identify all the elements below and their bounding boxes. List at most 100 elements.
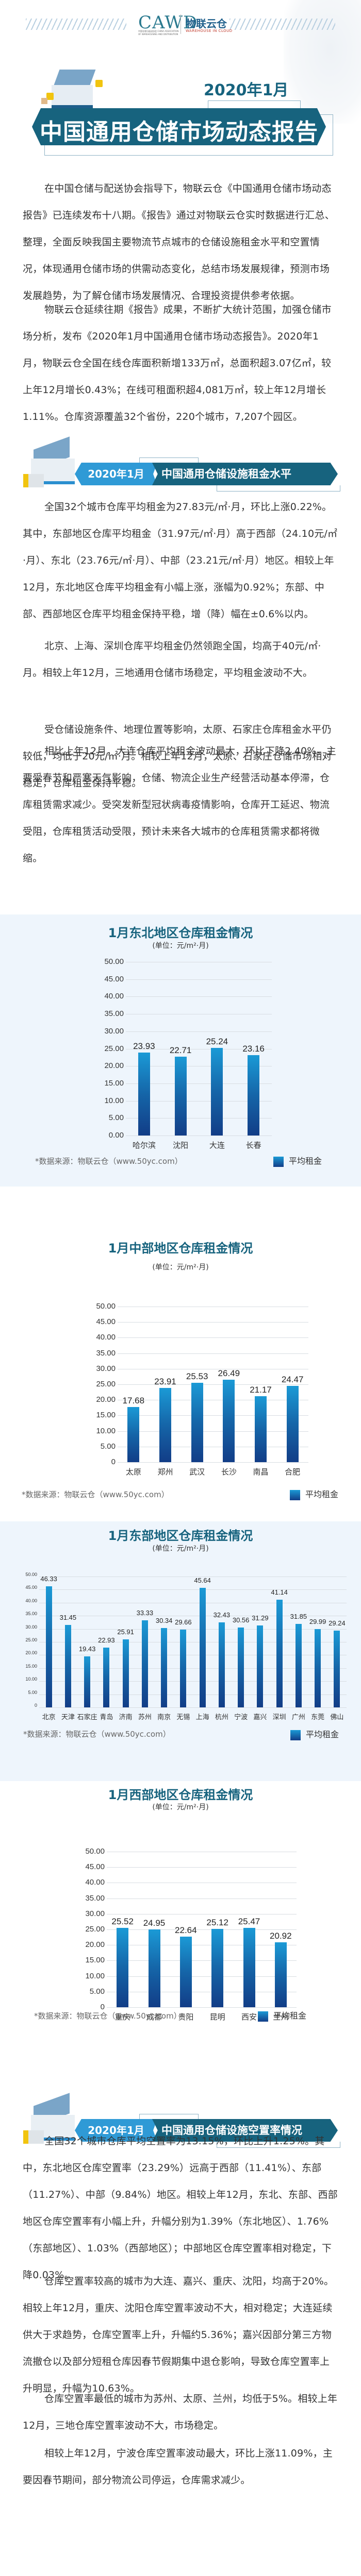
y-axis-tick: 30.00 — [25, 1624, 37, 1630]
data-source-note: *数据来源：物联云仓（www.50yc.com） — [35, 1157, 183, 1166]
decorative-hatch-left — [26, 19, 126, 30]
y-axis-tick: 15.00 — [25, 1663, 37, 1669]
legend-swatch-icon — [258, 2011, 268, 2022]
bar-value-label: 21.17 — [250, 1385, 272, 1395]
x-axis-label: 大连 — [209, 1141, 225, 1150]
gridline — [39, 1707, 347, 1708]
chart-title: 1月中部地区仓库租金情况 — [108, 1241, 253, 1256]
vacancy-paragraph-3: 仓库空置率最低的城市为苏州、太原、兰州，均低于5%。相较上年12月，三地仓库空置… — [23, 2393, 338, 2431]
bar-value-label: 29.66 — [175, 1618, 192, 1626]
section-year: 2020年1月 — [75, 463, 157, 485]
bar — [122, 1639, 129, 1707]
bar — [223, 1380, 235, 1462]
x-axis-label: 昆明 — [209, 2012, 225, 2022]
x-axis-label: 兰州 — [273, 2012, 289, 2022]
bar — [127, 1407, 140, 1462]
bar-value-label: 46.33 — [40, 1574, 57, 1583]
y-axis-tick: 30.00 — [104, 1026, 124, 1036]
gridline — [107, 1976, 297, 1977]
chart-title: 1月东部地区仓库租金情况 — [108, 1529, 253, 1543]
bar-value-label: 29.99 — [309, 1617, 326, 1625]
y-axis-tick: 40.00 — [104, 992, 124, 1001]
gridline — [39, 1694, 347, 1695]
y-axis-tick: 5.00 — [108, 1113, 124, 1123]
chart-unit: (单位：元/m²·月) — [152, 1803, 209, 1811]
bar-value-label: 41.14 — [271, 1588, 288, 1596]
cover-title: 中国通用仓储市场动态报告 — [40, 119, 318, 145]
legend-swatch-icon — [290, 1730, 301, 1740]
y-axis-tick: 20.00 — [25, 1650, 37, 1656]
gridline — [107, 1960, 297, 1961]
y-axis-tick: 35.00 — [25, 1611, 37, 1617]
x-axis-label: 佛山 — [330, 1714, 344, 1721]
bar — [274, 1942, 287, 2007]
decorative-hatch-right — [229, 19, 335, 30]
y-axis-tick: 5.00 — [100, 1442, 116, 1451]
y-axis-tick: 15.00 — [85, 1956, 105, 1965]
y-axis-tick: 50.00 — [85, 1847, 105, 1856]
chart-legend: 平均租金 — [273, 1154, 322, 1167]
bar — [315, 1629, 321, 1707]
bar-value-label: 23.93 — [133, 1041, 155, 1051]
bar-value-label: 25.12 — [206, 1918, 228, 1928]
rent-paragraph-2: 北京、上海、深圳仓库平均租金仍然领跑全国，均高于40元/㎡·月。相较上年12月，… — [23, 640, 321, 679]
gridline — [107, 2007, 297, 2008]
y-axis-tick: 45.00 — [104, 974, 124, 984]
bar-value-label: 32.43 — [213, 1611, 231, 1619]
intro-paragraph-2: 物联云仓延续往期《报告》成果，不断扩大统计范围，加强仓储市场分析，发布《2020… — [23, 304, 332, 422]
bar — [211, 1047, 223, 1136]
x-axis-label: 长春 — [245, 1141, 261, 1150]
bar — [45, 1586, 52, 1707]
x-axis-label: 济南 — [119, 1714, 133, 1721]
bar-value-label: 25.24 — [206, 1036, 228, 1046]
y-axis-tick: 20.00 — [85, 1940, 105, 1950]
bar — [141, 1620, 148, 1707]
gridline — [39, 1681, 347, 1682]
y-axis-tick: 20.00 — [96, 1395, 116, 1404]
chart-legend: 平均租金 — [258, 2009, 306, 2022]
x-axis-label: 青岛 — [100, 1714, 113, 1721]
rent-paragraph-3: 受仓储设施条件、地理位置等影响，太原、石家庄仓库租金水平仍较低，均低于20元/㎡… — [23, 724, 332, 789]
bar-value-label: 24.95 — [143, 1918, 166, 1928]
bar-value-label: 23.16 — [242, 1043, 265, 1054]
bar — [218, 1622, 225, 1707]
bar — [191, 1382, 203, 1462]
x-axis-label: 广州 — [291, 1714, 305, 1721]
x-axis-label: 石家庄 — [77, 1714, 97, 1721]
gridline — [39, 1629, 347, 1630]
bar-chart-northeast-rent: 50.00 45.00 40.00 35.00 30.00 25.00 20.00 15.00… — [99, 940, 272, 1172]
x-axis-label: 南京 — [157, 1714, 171, 1721]
x-axis-label: 深圳 — [272, 1714, 286, 1721]
y-axis-tick: 0 — [100, 2003, 105, 2011]
warehouse-in-cloud-logo: 物联云仓 — [186, 18, 227, 30]
gridline — [118, 1431, 308, 1432]
y-axis-tick: 25.00 — [85, 1925, 105, 1934]
chart-panel-east-rent: 1月东部地区仓库租金情况 (单位：元/m²·月) 50.00 45.00 40.00… — [0, 1521, 361, 1781]
bar-value-label: 23.91 — [154, 1376, 176, 1386]
bar-chart-west-rent: 50.00 45.00 40.00 35.00 30.00 25.00 20.00 15.00… — [70, 1794, 297, 2026]
x-axis-label: 哈尔滨 — [132, 1141, 156, 1150]
bar — [255, 1396, 267, 1462]
section-year: 2020年1月 — [75, 2119, 157, 2142]
y-axis-tick: 25.00 — [104, 1044, 124, 1053]
bar-value-label: 25.47 — [238, 1917, 260, 1927]
bar — [276, 1600, 283, 1707]
bar — [138, 1052, 150, 1136]
rent-paragraph-1: 全国32个城市仓库平均租金为27.83元/㎡·月，环比上涨0.22%。其中，东部… — [23, 501, 338, 620]
y-axis-tick: 50.00 — [96, 1302, 116, 1311]
gridline — [118, 1384, 308, 1385]
bar-value-label: 24.47 — [281, 1375, 304, 1385]
bar — [148, 1929, 160, 2007]
bar — [211, 1929, 224, 2007]
gridline — [107, 1867, 297, 1868]
truck-icon — [23, 2130, 44, 2144]
warehouse-illustration — [41, 70, 113, 111]
y-axis-tick: 45.00 — [96, 1317, 116, 1327]
bar-chart-east-rent: 50.00 45.00 40.00 35.00 30.00 25.00 20.00 15.00… — [25, 1551, 347, 1721]
y-axis-tick: 15.00 — [104, 1078, 124, 1088]
x-axis-label: 嘉兴 — [253, 1714, 267, 1721]
x-axis-label: 杭州 — [215, 1714, 228, 1721]
x-axis-label: 无锡 — [176, 1714, 190, 1721]
intro-paragraph-1: 在中国仓储与配送协会指导下，物联云仓《中国通用仓储市场动态报告》已连续发布十八期… — [23, 183, 335, 301]
